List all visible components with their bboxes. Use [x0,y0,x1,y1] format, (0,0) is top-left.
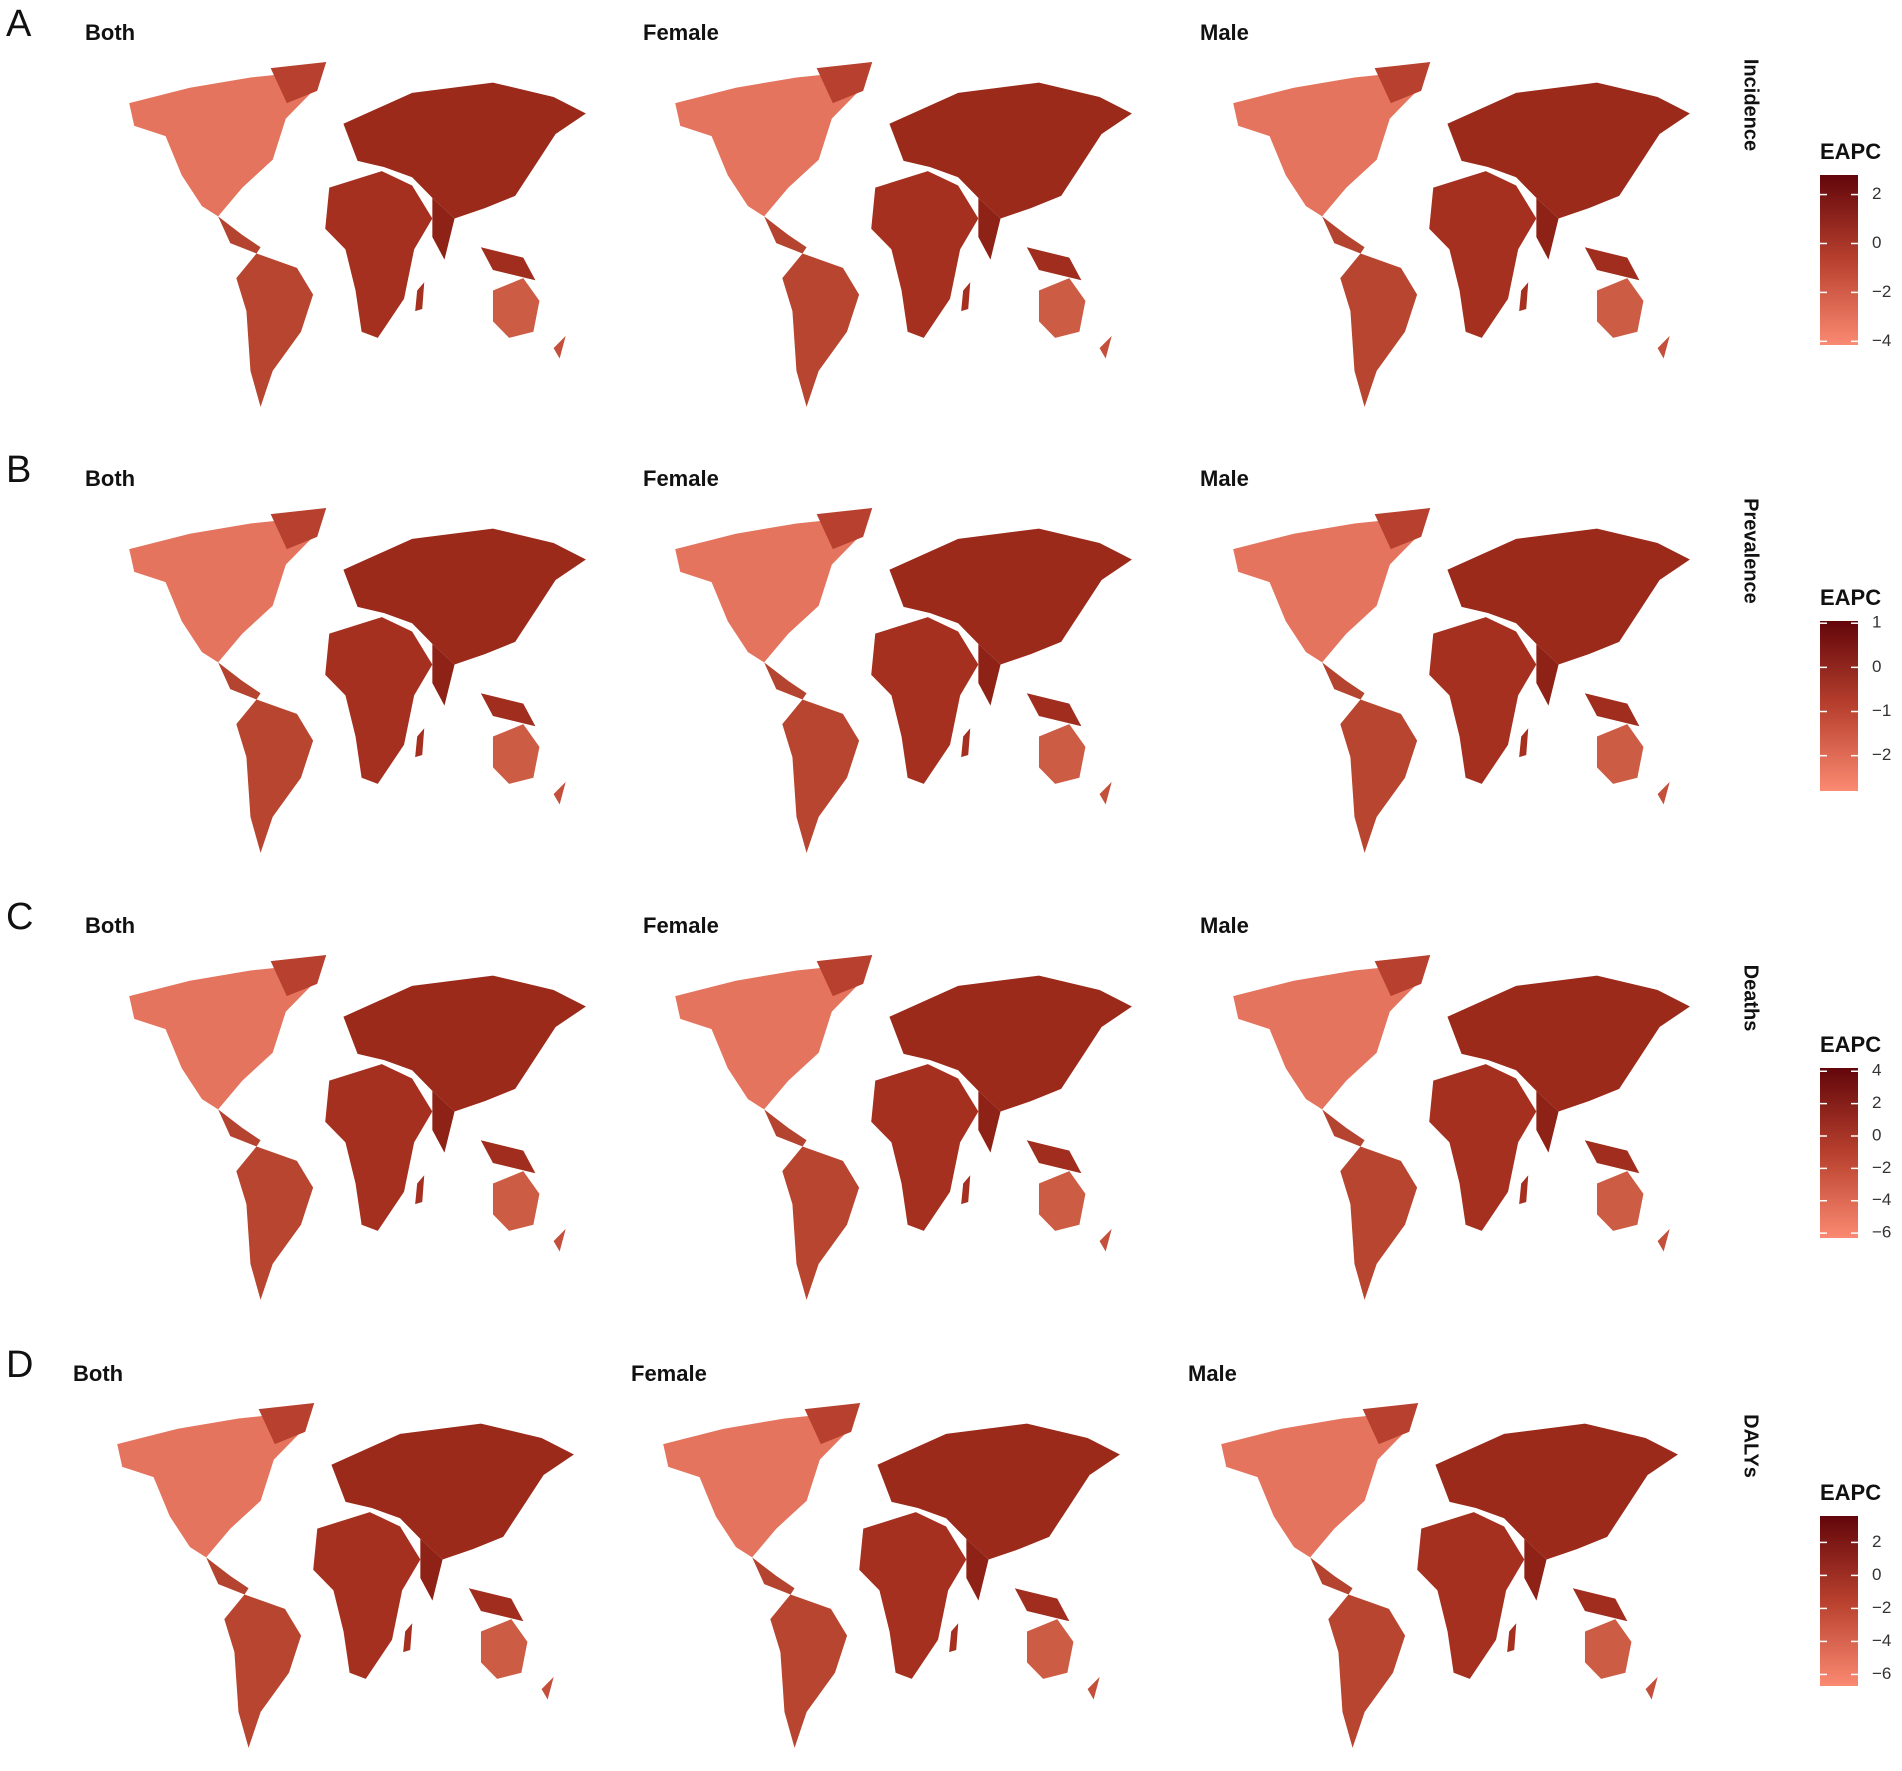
legend-title: EAPC [1820,1480,1881,1505]
legend-title: EAPC [1820,585,1881,610]
row-label: Incidence [1740,59,1762,151]
legend-tick-label: −4 [1872,331,1891,350]
map-title: Male [1200,466,1249,491]
map-title: Male [1200,913,1249,938]
legend-tick-label: 2 [1872,184,1881,203]
legend-tick-label: 1 [1872,613,1881,632]
legend-bar [1820,621,1858,791]
map-title: Female [631,1361,707,1386]
world-map [1233,508,1690,853]
panel-letter: B [6,449,31,491]
legend-tick-label: 2 [1872,1093,1881,1112]
map-title: Male [1188,1361,1237,1386]
world-map [129,955,586,1300]
legend-tick-label: −6 [1872,1664,1891,1683]
legend-tick-label: 2 [1872,1532,1881,1551]
map-title: Female [643,20,719,45]
legend-tick-label: −4 [1872,1190,1891,1209]
map-title: Both [85,913,135,938]
world-map [1233,955,1690,1300]
world-map [1221,1403,1678,1748]
panel-letter: D [6,1344,33,1386]
map-title: Female [643,466,719,491]
map-title: Male [1200,20,1249,45]
panel-letter: A [6,3,32,45]
map-title: Both [85,466,135,491]
panel-letter: C [6,896,33,938]
world-map [129,508,586,853]
legend-tick-label: 0 [1872,1565,1881,1584]
legend-tick-label: 0 [1872,657,1881,676]
row-label: Deaths [1740,965,1762,1032]
legend-tick-label: 0 [1872,1125,1881,1144]
world-map [117,1403,574,1748]
legend-tick-label: −6 [1872,1223,1891,1242]
legend-title: EAPC [1820,1032,1881,1057]
legend-tick-label: −2 [1872,745,1891,764]
world-map [675,62,1132,407]
world-map [675,508,1132,853]
legend-tick-label: −4 [1872,1631,1891,1650]
legend-tick-label: −2 [1872,1158,1891,1177]
map-title: Both [73,1361,123,1386]
row-label: Prevalence [1740,498,1762,604]
map-title: Both [85,20,135,45]
legend-bar [1820,1068,1858,1238]
legend-tick-label: −2 [1872,1598,1891,1617]
world-map [675,955,1132,1300]
row-label: DALYs [1740,1414,1762,1478]
legend-tick-label: −2 [1872,282,1891,301]
map-title: Female [643,913,719,938]
world-map [1233,62,1690,407]
legend-tick-label: 0 [1872,233,1881,252]
legend-title: EAPC [1820,139,1881,164]
legend-bar [1820,1516,1858,1686]
world-map [663,1403,1120,1748]
legend-tick-label: −1 [1872,701,1891,720]
legend-bar [1820,175,1858,345]
world-map [129,62,586,407]
legend-tick-label: 4 [1872,1061,1881,1080]
